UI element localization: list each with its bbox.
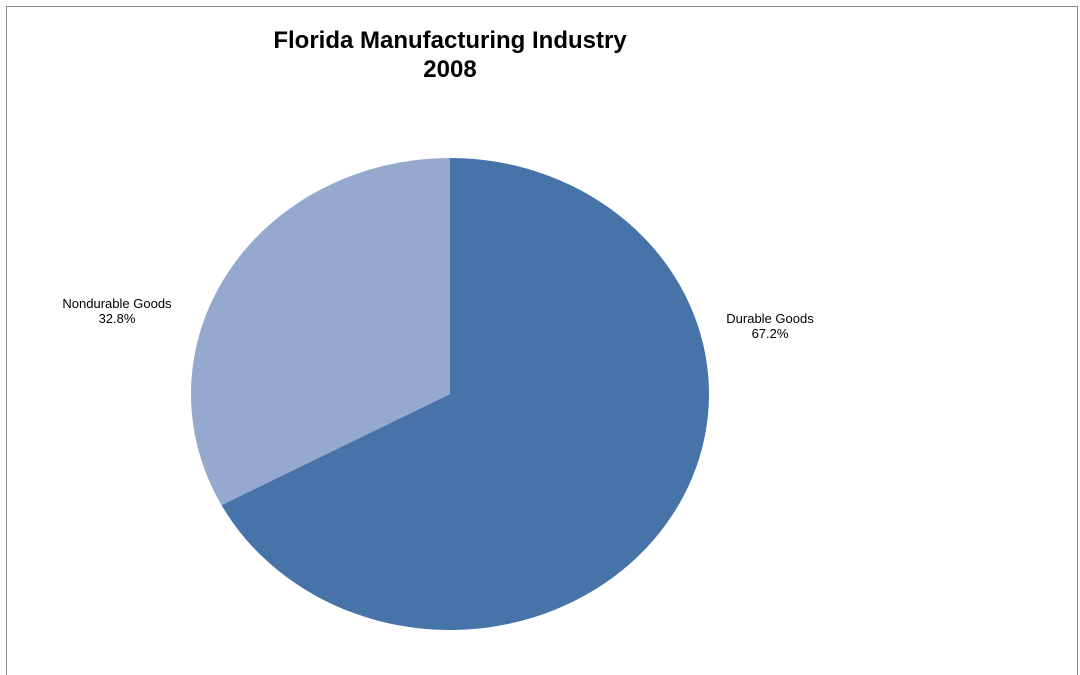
- slice-category-label: Durable Goods: [726, 311, 814, 326]
- slice-value-label: 32.8%: [99, 311, 136, 326]
- slice-label-durable-goods: Durable Goods 67.2%: [726, 311, 814, 341]
- slice-value-label: 67.2%: [752, 326, 789, 341]
- chart-title-line: Florida Manufacturing Industry: [273, 27, 627, 54]
- slice-category-label: Nondurable Goods: [62, 296, 172, 311]
- pie-labels: Durable Goods 67.2% Nondurable Goods 32.8%: [62, 296, 814, 341]
- pie-slice-durable-goods: [221, 158, 709, 630]
- slice-label-nondurable-goods: Nondurable Goods 32.8%: [62, 296, 172, 326]
- chart-title: Florida Manufacturing Industry 2008: [230, 26, 670, 84]
- pie-slices: [191, 158, 709, 630]
- chart-subtitle-line: 2008: [423, 56, 477, 83]
- pie-slice-nondurable-goods: [191, 158, 450, 506]
